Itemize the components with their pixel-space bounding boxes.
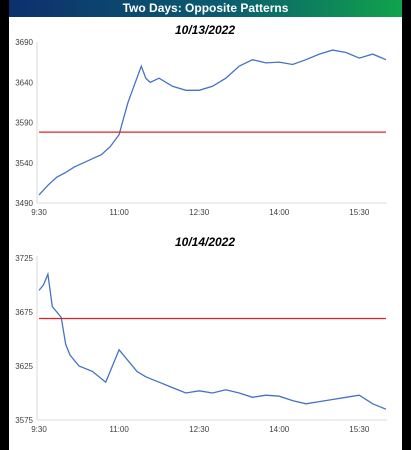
chart-2-y-tick-1: 3625 (15, 362, 33, 371)
chart-1-x-tick-3: 14:00 (269, 208, 290, 217)
chart-2-series-line (38, 271, 387, 410)
chart-1-y-tick-2: 3590 (15, 119, 33, 128)
chart-1-y-tick-1: 3540 (15, 159, 33, 168)
chart-1-y-tick-4: 3690 (15, 38, 33, 47)
chart-1-y-tick-0: 3490 (15, 199, 33, 208)
chart-2-title: 10/14/2022 (175, 235, 235, 249)
chart-1-title: 10/13/2022 (175, 23, 235, 37)
chart-1-series-line (38, 49, 387, 196)
chart-2-x-tick-0: 9:30 (31, 425, 47, 434)
chart-1-x-tick-1: 11:00 (109, 208, 129, 217)
chart-1-x-tick-0: 9:30 (31, 208, 47, 217)
chart-2-x-tick-4: 15:30 (349, 425, 370, 434)
charts-svg: 10/13/2022 3490 3540 3590 3640 3690 9:30 11:0… (15, 23, 387, 434)
chart-1-x-tick-2: 12:30 (189, 208, 210, 217)
chart-2-x-tick-2: 12:30 (189, 425, 210, 434)
chart-2-x-tick-1: 11:00 (109, 425, 129, 434)
banner-title: Two Days: Opposite Patterns (9, 0, 402, 17)
chart-2-y-tick-2: 3675 (15, 308, 33, 317)
chart-2-y-tick-0: 3575 (15, 416, 33, 425)
chart-2-x-tick-3: 14:00 (269, 425, 290, 434)
chart-frame: Two Days: Opposite Patterns 10/13/2022 3… (9, 0, 402, 450)
chart-1-x-tick-4: 15:30 (349, 208, 370, 217)
chart-2-y-tick-3: 3725 (15, 254, 33, 263)
chart-1-y-tick-3: 3640 (15, 78, 33, 87)
